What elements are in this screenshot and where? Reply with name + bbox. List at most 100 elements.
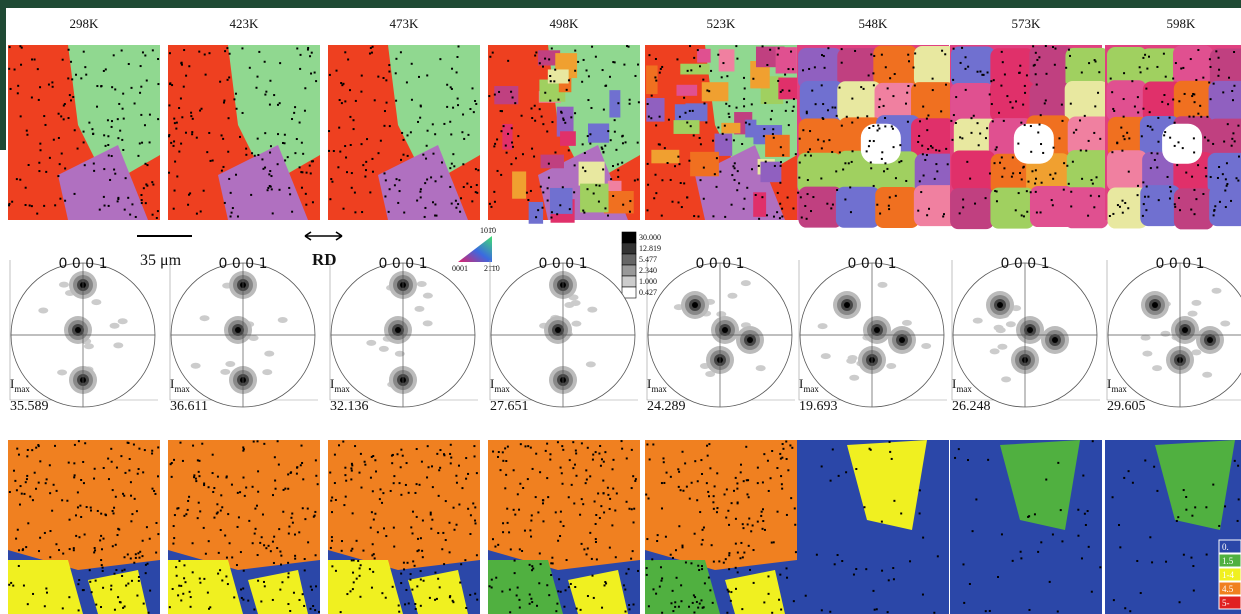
speckle bbox=[489, 55, 492, 58]
speckle bbox=[922, 536, 925, 539]
speckle bbox=[465, 606, 468, 609]
speckle bbox=[1111, 496, 1114, 499]
speckle bbox=[806, 193, 809, 196]
speckle bbox=[514, 513, 517, 516]
speckle bbox=[742, 480, 745, 483]
speckle bbox=[562, 119, 565, 122]
speckle bbox=[449, 462, 452, 465]
speckle bbox=[260, 536, 263, 539]
speckle bbox=[1057, 461, 1060, 464]
speckle bbox=[794, 153, 797, 156]
speckle bbox=[274, 479, 277, 482]
speckle bbox=[130, 494, 133, 497]
speckle bbox=[884, 125, 887, 128]
speckle bbox=[84, 66, 87, 69]
speckle bbox=[743, 551, 746, 554]
speckle bbox=[589, 133, 592, 136]
speckle bbox=[931, 146, 934, 149]
speckle bbox=[1026, 210, 1029, 213]
speckle bbox=[1018, 71, 1021, 74]
speckle bbox=[646, 209, 649, 212]
speckle bbox=[709, 467, 712, 470]
speckle bbox=[751, 168, 754, 171]
speckle bbox=[821, 54, 824, 57]
speckle bbox=[507, 59, 510, 62]
speckle bbox=[217, 551, 220, 554]
speckle bbox=[739, 471, 742, 474]
crosshair bbox=[953, 263, 1097, 407]
crosshair bbox=[171, 263, 315, 407]
speckle bbox=[68, 518, 71, 521]
speckle bbox=[1061, 540, 1064, 543]
speckle bbox=[777, 47, 780, 50]
speckle bbox=[144, 572, 147, 575]
speckle bbox=[409, 578, 412, 581]
speckle bbox=[1217, 56, 1220, 59]
speckle bbox=[922, 174, 925, 177]
speckle bbox=[899, 144, 902, 147]
legend-label: 0. bbox=[1222, 542, 1229, 552]
speckle bbox=[556, 213, 559, 216]
speckle bbox=[402, 138, 405, 141]
speckle bbox=[630, 557, 633, 560]
speckle bbox=[546, 199, 549, 202]
speckle bbox=[239, 491, 242, 494]
speckle bbox=[617, 169, 620, 172]
speckle bbox=[1050, 199, 1053, 202]
speckle bbox=[344, 145, 347, 148]
speckle bbox=[472, 111, 475, 114]
speckle bbox=[570, 116, 573, 119]
legend-swatch bbox=[1218, 539, 1241, 554]
speckle bbox=[1020, 121, 1023, 124]
speckle bbox=[305, 203, 308, 206]
speckle bbox=[314, 459, 317, 462]
speckle bbox=[1022, 103, 1025, 106]
contour bbox=[277, 317, 288, 324]
speckle bbox=[1094, 105, 1097, 108]
speckle bbox=[8, 204, 11, 207]
speckle bbox=[1113, 109, 1116, 112]
speckle bbox=[1175, 519, 1178, 522]
speckle bbox=[177, 594, 180, 597]
speckle bbox=[353, 191, 356, 194]
speckle bbox=[1137, 111, 1140, 114]
speckle bbox=[595, 184, 598, 187]
speckle bbox=[474, 506, 477, 509]
speckle bbox=[761, 508, 764, 511]
speckle bbox=[884, 162, 887, 165]
speckle bbox=[954, 121, 957, 124]
speckle bbox=[1136, 184, 1139, 187]
speckle bbox=[473, 455, 476, 458]
speckle bbox=[295, 138, 298, 141]
speckle bbox=[315, 585, 318, 588]
speckle bbox=[33, 471, 36, 474]
speckle bbox=[1065, 66, 1068, 69]
speckle bbox=[432, 152, 435, 155]
speckle bbox=[352, 559, 355, 562]
speckle bbox=[892, 567, 895, 570]
speckle bbox=[876, 129, 879, 132]
speckle bbox=[549, 80, 552, 83]
speckle bbox=[1233, 84, 1236, 87]
speckle bbox=[469, 108, 472, 111]
speckle bbox=[1174, 205, 1177, 208]
speckle bbox=[1034, 190, 1037, 193]
speckle bbox=[1217, 74, 1220, 77]
speckle bbox=[12, 469, 15, 472]
speckle bbox=[568, 208, 571, 211]
speckle bbox=[103, 168, 106, 171]
speckle bbox=[181, 459, 184, 462]
speckle bbox=[550, 216, 553, 219]
speckle bbox=[727, 112, 730, 115]
speckle bbox=[359, 595, 362, 598]
speckle bbox=[877, 124, 880, 127]
pole-label: 0 0 0 1 bbox=[696, 256, 745, 272]
speckle bbox=[613, 61, 616, 64]
speckle bbox=[190, 115, 193, 118]
grain bbox=[911, 118, 956, 160]
speckle bbox=[785, 101, 788, 104]
speckle bbox=[269, 170, 272, 173]
speckle bbox=[112, 54, 115, 57]
speckle bbox=[694, 596, 697, 599]
speckle bbox=[583, 548, 586, 551]
